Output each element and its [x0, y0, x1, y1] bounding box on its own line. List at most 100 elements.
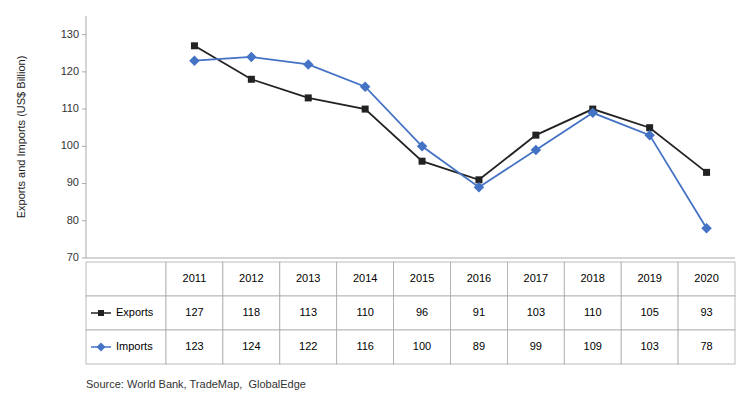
table-cell [394, 296, 451, 330]
table-year: 2019 [637, 272, 661, 284]
table-value: 110 [356, 306, 374, 318]
table-cell [166, 262, 223, 296]
chart-container: 708090100110120130Exports and Imports (U… [0, 0, 750, 415]
data-point [362, 106, 369, 113]
data-point [588, 108, 599, 119]
table-value: 124 [242, 340, 260, 352]
table-value: 91 [473, 306, 485, 318]
table-value: 78 [700, 340, 712, 352]
table-value: 109 [584, 340, 602, 352]
chart: 708090100110120130Exports and Imports (U… [0, 0, 750, 415]
table-value: 116 [356, 340, 374, 352]
table-year: 2012 [239, 272, 263, 284]
data-point [417, 141, 428, 152]
y-tick [82, 220, 86, 221]
plot-area [189, 42, 712, 233]
data-point [303, 59, 314, 70]
data-point [532, 132, 539, 139]
table-value: 93 [700, 306, 712, 318]
table-cell [621, 262, 678, 296]
table-cell [678, 330, 735, 364]
table-cell [223, 262, 280, 296]
table-cell [337, 262, 394, 296]
table-cell [86, 330, 166, 364]
y-axis-line [86, 16, 87, 258]
y-tick-label: 70 [67, 251, 79, 263]
axes: 708090100110120130 [61, 16, 735, 263]
data-point [360, 81, 371, 92]
y-tick-label: 120 [61, 65, 79, 77]
series-line [194, 46, 706, 180]
source-note: Source: World Bank, TradeMap, GlobalEdge [86, 378, 306, 390]
table-cell [86, 296, 166, 330]
legend-label: Imports [116, 340, 153, 352]
table-cell [223, 296, 280, 330]
table-cell [451, 296, 508, 330]
y-tick [82, 183, 86, 184]
background [0, 0, 750, 415]
table-year: 2016 [467, 272, 491, 284]
data-table: 2011 2012 2013 2014 2015 2016 2017 2018 2019 2020… [86, 262, 735, 364]
data-point [419, 158, 426, 165]
table-cell [394, 262, 451, 296]
table-value: 103 [527, 306, 545, 318]
table-cell [86, 262, 166, 296]
table-cell [280, 330, 337, 364]
table-cell [280, 262, 337, 296]
table-cell [678, 296, 735, 330]
table-cell [507, 296, 564, 330]
table-year: 2020 [694, 272, 718, 284]
y-tick [82, 34, 86, 35]
y-axis-label: Exports and Imports (US$ Billion) [15, 56, 27, 219]
data-point [703, 169, 710, 176]
data-point [189, 55, 200, 66]
table-year: 2011 [183, 272, 207, 284]
table-year: 2017 [524, 272, 548, 284]
table-cell [507, 262, 564, 296]
table-cell [451, 330, 508, 364]
table-cell [678, 262, 735, 296]
table-value: 96 [416, 306, 428, 318]
data-point [701, 223, 712, 234]
y-tick-label: 80 [67, 214, 79, 226]
legend-label: Exports [116, 306, 154, 318]
table-cell [223, 330, 280, 364]
table-year: 2013 [296, 272, 320, 284]
table-year: 2018 [581, 272, 605, 284]
table-value: 123 [185, 340, 203, 352]
data-point [191, 42, 198, 49]
table-cell [507, 330, 564, 364]
table-value: 105 [640, 306, 658, 318]
y-tick [82, 258, 86, 259]
table-cell [166, 296, 223, 330]
table-year: 2014 [353, 272, 377, 284]
table-cell [394, 330, 451, 364]
table-cell [621, 330, 678, 364]
y-tick-label: 90 [67, 176, 79, 188]
table-year: 2015 [410, 272, 434, 284]
table-cell [564, 262, 621, 296]
data-point [305, 94, 312, 101]
y-tick [82, 71, 86, 72]
table-value: 122 [299, 340, 317, 352]
table-cell [337, 296, 394, 330]
data-point [474, 182, 485, 193]
table-cell [280, 296, 337, 330]
table-cell [564, 296, 621, 330]
legend-marker [97, 343, 106, 352]
table-value: 99 [530, 340, 542, 352]
table-cell [621, 296, 678, 330]
legend-marker [98, 310, 104, 316]
table-cell [166, 330, 223, 364]
data-point [644, 130, 655, 141]
data-point [246, 52, 257, 63]
table-cell [564, 330, 621, 364]
table-cell [337, 330, 394, 364]
y-tick [82, 109, 86, 110]
table-value: 118 [243, 306, 261, 318]
series-line [194, 57, 706, 228]
table-value: 127 [185, 306, 203, 318]
y-tick-label: 110 [61, 102, 79, 114]
data-point [531, 145, 542, 156]
y-tick-label: 100 [61, 139, 79, 151]
